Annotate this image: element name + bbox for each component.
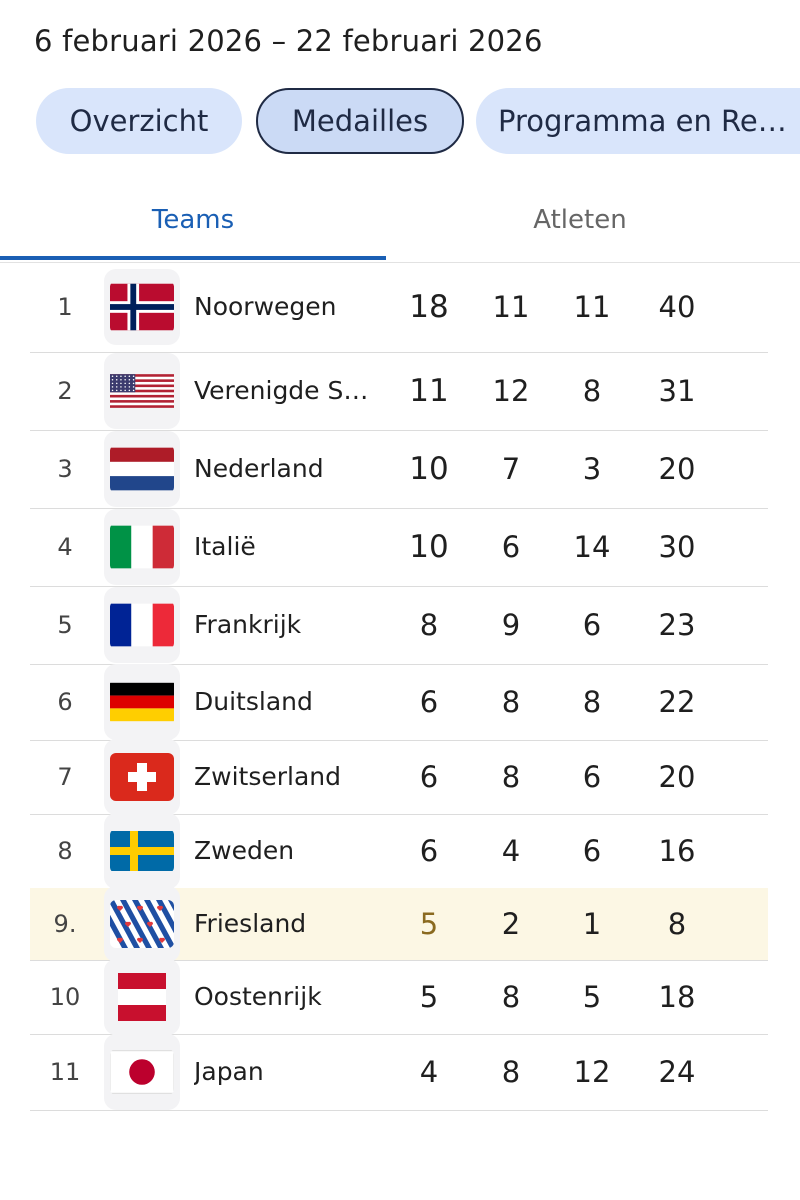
friesland-flag-icon	[104, 886, 180, 962]
netherlands-flag-icon	[104, 431, 180, 507]
france-flag-icon	[104, 587, 180, 663]
country-name: Italië	[194, 532, 256, 561]
bronze-count: 12	[573, 1055, 611, 1089]
gold-count: 5	[419, 980, 439, 1014]
country-name: Verenigde S…	[194, 376, 369, 405]
country-name: Zwitserland	[194, 762, 341, 791]
usa-flag-icon	[104, 353, 180, 429]
bronze-count: 11	[573, 290, 611, 324]
japan-flag-icon	[104, 1034, 180, 1110]
country-name: Nederland	[194, 454, 324, 483]
rank-number: 6	[57, 688, 73, 716]
active-tab-indicator	[0, 256, 386, 260]
rank-number: 7	[57, 763, 73, 791]
gold-count: 10	[409, 451, 449, 487]
table-row[interactable]: 10 Oostenrijk 5 8 5 18	[30, 959, 768, 1035]
country-name: Noorwegen	[194, 292, 337, 321]
gold-count: 5	[419, 907, 439, 941]
bronze-count: 6	[582, 760, 602, 794]
gold-count: 18	[409, 289, 449, 325]
gold-count: 4	[419, 1055, 439, 1089]
country-name: Duitsland	[194, 687, 313, 716]
silver-count: 6	[501, 530, 521, 564]
sweden-flag-icon	[104, 813, 180, 889]
date-range: 6 februari 2026 – 22 februari 2026	[34, 24, 543, 58]
austria-flag-icon	[104, 959, 180, 1035]
total-count: 16	[658, 834, 696, 868]
chip-overzicht[interactable]: Overzicht	[36, 88, 242, 154]
silver-count: 7	[501, 452, 521, 486]
table-row[interactable]: 7 Zwitserland 6 8 6 20	[30, 739, 768, 815]
bronze-count: 14	[573, 530, 611, 564]
bronze-count: 6	[582, 608, 602, 642]
silver-count: 12	[492, 374, 530, 408]
silver-count: 8	[501, 1055, 521, 1089]
table-row[interactable]: 9. Friesland 5 2 1 8	[30, 886, 768, 962]
table-row[interactable]: 3 Nederland 10 7 3 20	[30, 430, 768, 509]
chip-programma[interactable]: Programma en Re…	[476, 88, 800, 154]
silver-count: 8	[501, 760, 521, 794]
country-name: Frankrijk	[194, 610, 302, 639]
total-count: 30	[658, 530, 696, 564]
switzerland-flag-icon	[104, 739, 180, 815]
tab-teams[interactable]: Teams	[151, 205, 235, 235]
total-count: 20	[658, 452, 696, 486]
bronze-count: 3	[582, 452, 602, 486]
norway-flag-icon	[104, 269, 180, 345]
chip-medailles[interactable]: Medailles	[256, 88, 464, 154]
italy-flag-icon	[104, 509, 180, 585]
table-row[interactable]: 1 Noorwegen 18 11 11 40	[30, 262, 768, 353]
gold-count: 6	[419, 685, 439, 719]
rank-number: 4	[57, 533, 73, 561]
silver-count: 2	[501, 907, 521, 941]
total-count: 22	[658, 685, 696, 719]
total-count: 20	[658, 760, 696, 794]
total-count: 23	[658, 608, 696, 642]
table-row[interactable]: 8 Zweden 6 4 6 16	[30, 813, 768, 889]
table-row[interactable]: 4 Italië 10 6 14 30	[30, 508, 768, 587]
total-count: 24	[658, 1055, 696, 1089]
section-chips: Overzicht Medailles Programma en Re…	[36, 88, 800, 156]
tab-bar: Teams Atleten	[0, 178, 800, 263]
bronze-count: 8	[582, 374, 602, 408]
table-row[interactable]: 11 Japan 4 8 12 24	[30, 1034, 768, 1111]
rank-number: 11	[49, 1058, 81, 1086]
tab-atleten[interactable]: Atleten	[533, 205, 627, 235]
gold-count: 11	[409, 373, 449, 409]
rank-number: 9.	[53, 910, 77, 938]
rank-number: 5	[57, 611, 73, 639]
germany-flag-icon	[104, 664, 180, 740]
silver-count: 9	[501, 608, 521, 642]
silver-count: 8	[501, 980, 521, 1014]
gold-count: 10	[409, 529, 449, 565]
total-count: 31	[658, 374, 696, 408]
total-count: 8	[667, 907, 687, 941]
table-row[interactable]: 5 Frankrijk 8 9 6 23	[30, 586, 768, 665]
silver-count: 11	[492, 290, 530, 324]
table-row[interactable]: 2 Verenigde S… 11 12 8 31	[30, 352, 768, 431]
country-name: Japan	[194, 1057, 264, 1086]
silver-count: 8	[501, 685, 521, 719]
gold-count: 6	[419, 834, 439, 868]
bronze-count: 6	[582, 834, 602, 868]
total-count: 18	[658, 980, 696, 1014]
gold-count: 6	[419, 760, 439, 794]
rank-number: 3	[57, 455, 73, 483]
rank-number: 10	[49, 983, 81, 1011]
table-row[interactable]: 6 Duitsland 6 8 8 22	[30, 664, 768, 741]
silver-count: 4	[501, 834, 521, 868]
bronze-count: 5	[582, 980, 602, 1014]
bronze-count: 1	[582, 907, 602, 941]
rank-number: 2	[57, 377, 73, 405]
gold-count: 8	[419, 608, 439, 642]
country-name: Oostenrijk	[194, 982, 322, 1011]
bronze-count: 8	[582, 685, 602, 719]
country-name: Zweden	[194, 836, 295, 865]
country-name: Friesland	[194, 909, 307, 938]
total-count: 40	[658, 290, 696, 324]
rank-number: 1	[57, 293, 73, 321]
rank-number: 8	[57, 837, 73, 865]
